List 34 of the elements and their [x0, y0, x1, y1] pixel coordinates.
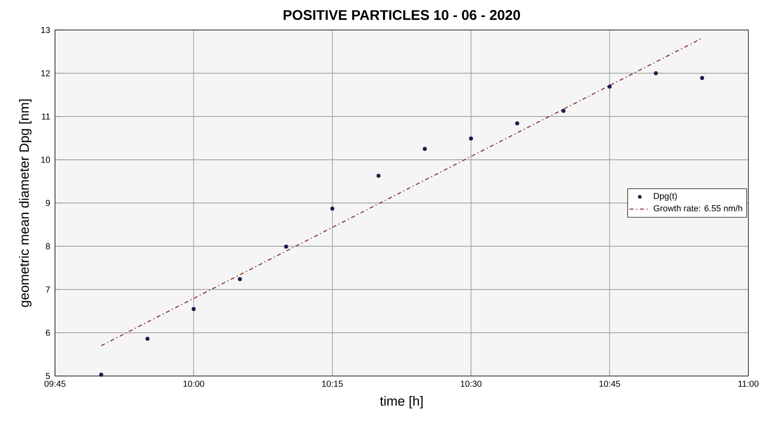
point [654, 71, 658, 76]
x-tick-label: 09:45 [44, 380, 66, 387]
point [145, 336, 150, 341]
x-axis-title: time [h] [380, 396, 423, 408]
y-tick-label: 8 [46, 243, 50, 250]
y-tick-label: 12 [41, 70, 50, 76]
legend-label: Growth rate: 6.55 nm/h [654, 205, 742, 212]
y-tick-label: 11 [42, 114, 50, 120]
point [284, 244, 288, 249]
y-tick-label: 6 [46, 330, 50, 336]
point [99, 372, 104, 377]
point [700, 76, 704, 80]
point [238, 277, 242, 282]
point [376, 174, 381, 178]
point [608, 84, 612, 89]
x-tick-label: 11:00 [738, 380, 759, 387]
y-tick-label: 10 [41, 156, 50, 163]
x-tick-label: 10:15 [322, 380, 343, 387]
x-tick-label: 10:45 [599, 380, 620, 387]
chart-title: POSITIVE PARTICLES 10 - 06 - 2020 [284, 10, 520, 20]
point [422, 146, 427, 151]
point [469, 136, 474, 141]
x-tick-label: 10:00 [184, 380, 204, 387]
point [561, 108, 566, 113]
legend-label: Dpg(t) [654, 192, 677, 201]
y-tick-label: 13 [41, 26, 50, 34]
point [192, 306, 196, 311]
point [515, 121, 520, 126]
x-tick-label: 10:30 [460, 380, 482, 387]
y-tick-label: 7 [46, 286, 50, 292]
y-tick-label: 5 [46, 372, 50, 380]
y-tick-label: 9 [46, 200, 50, 206]
y-axis-title: geometric mean diameter Dpg [nm] [19, 99, 32, 307]
point [330, 206, 334, 211]
